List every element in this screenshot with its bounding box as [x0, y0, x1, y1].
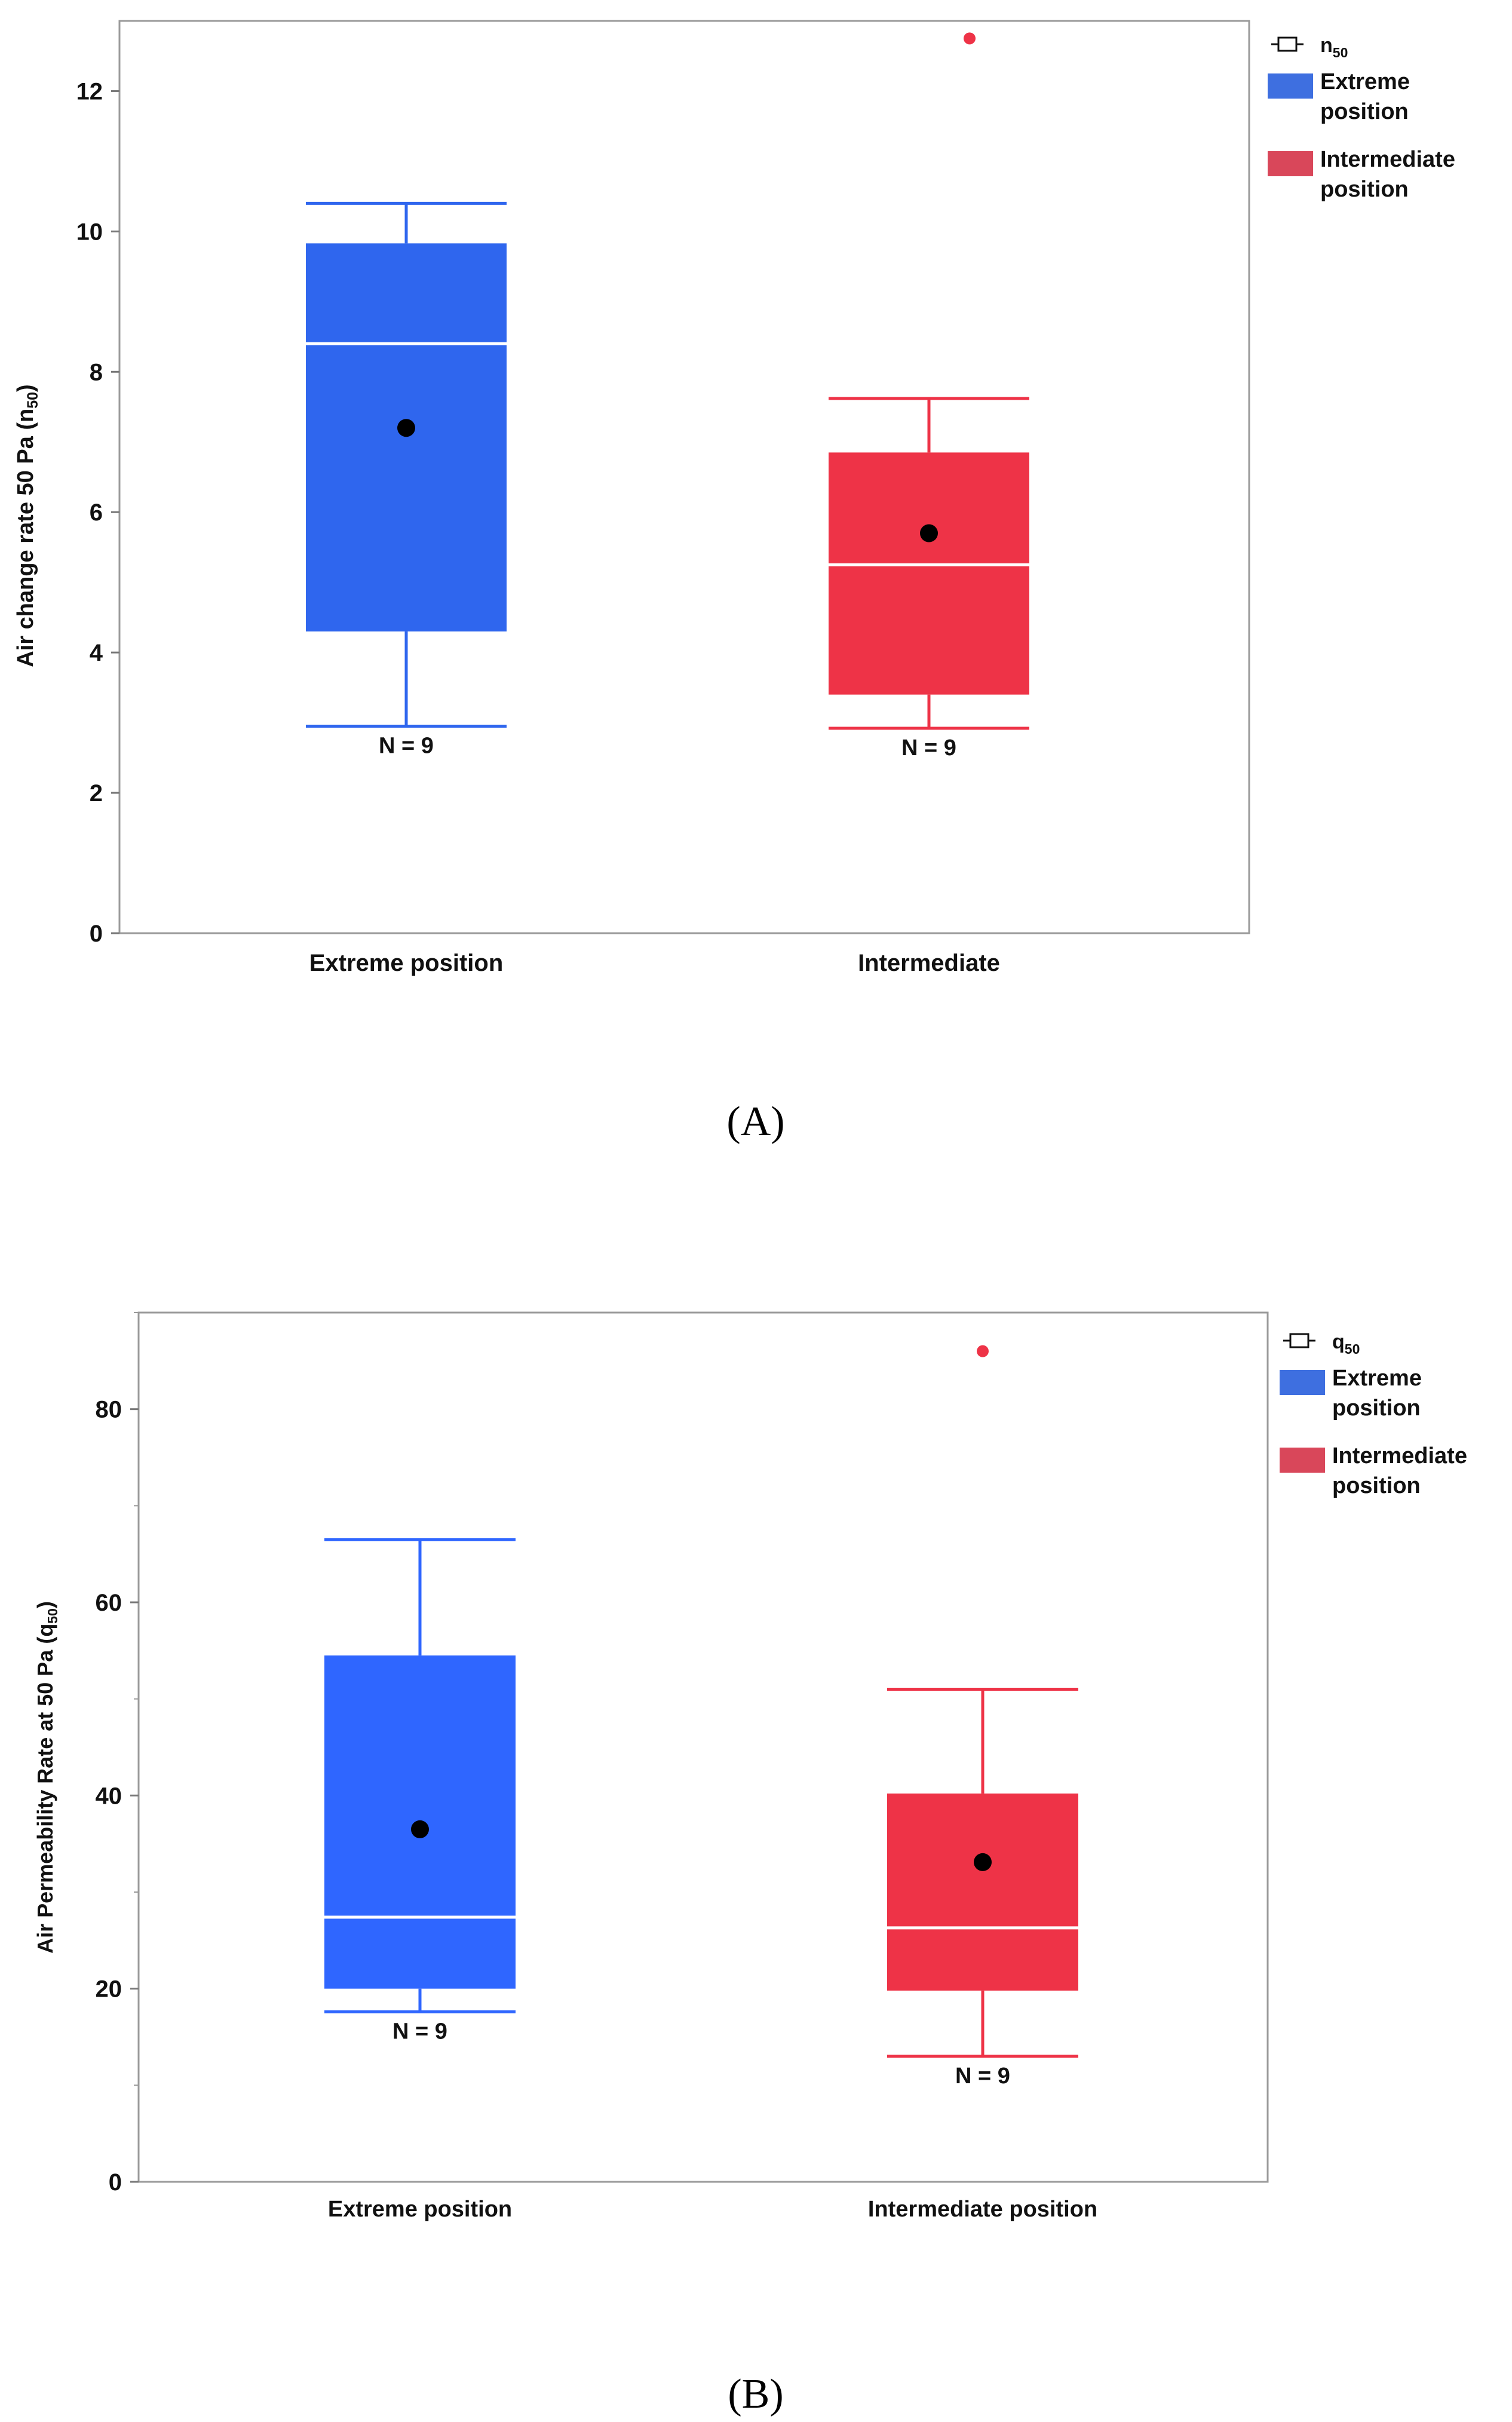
panel-a-legend-swatch-0 — [1268, 73, 1313, 99]
panel-b-y-tick-label-3: 60 — [96, 1590, 122, 1616]
panel-a-y-tick-label-6: 12 — [76, 78, 103, 105]
panel-a-x-category-label-0: Extreme position — [309, 950, 504, 976]
panel-a-legend-swatch-1 — [1268, 151, 1313, 176]
panel-b-plot-frame — [137, 1311, 1269, 2183]
panel-b-series-0-n-label: N = 9 — [392, 2019, 447, 2044]
panel-b-legend-label-0-line2: position — [1332, 1396, 1421, 1421]
panel-b-y-tick-label-1: 20 — [96, 1976, 122, 2003]
panel-a-series-0-iqr-box — [306, 243, 507, 631]
panel-a-y-tick-label-5: 10 — [76, 219, 103, 245]
panel-a-legend-label-0: Extreme — [1320, 69, 1410, 94]
panel-b-legend-swatch-1 — [1280, 1448, 1325, 1473]
panel-a-series-0-mean-marker — [397, 419, 415, 437]
panel-b-x-category-label-1: Intermediate position — [868, 2197, 1097, 2222]
panel-b-y-axis-label: Air Permeability Rate at 50 Pa (q50) — [33, 1601, 60, 1954]
panel-b-legend-boxplot-icon — [1289, 1333, 1309, 1348]
panel-a-series-1-iqr-box — [829, 452, 1029, 695]
panel-a-y-tick-label-0: 0 — [90, 921, 103, 947]
panel-b-legend-title: q50 — [1332, 1330, 1360, 1357]
panel-a-y-tick-label-2: 4 — [90, 640, 103, 666]
panel-b-series-0-mean-marker — [411, 1820, 429, 1838]
panel-b-y-tick-label-4: 80 — [96, 1397, 122, 1423]
panel-a-legend-boxplot-icon — [1277, 36, 1298, 52]
panel-b-legend-label-1-line2: position — [1332, 1473, 1421, 1498]
panel-a-series-1-mean-marker — [920, 524, 938, 542]
panel-a-series-1-n-label: N = 9 — [901, 735, 956, 761]
panel-b-y-tick-label-2: 40 — [96, 1783, 122, 1809]
panel-a-plot-frame — [118, 20, 1250, 934]
panel-a-x-category-label-1: Intermediate — [858, 950, 1000, 976]
panel-b-series-1-mean-marker — [974, 1853, 992, 1871]
panel-a-legend-label-0-line2: position — [1320, 99, 1409, 124]
panel-b-y-tick-label-0: 0 — [109, 2169, 122, 2196]
panel-a-legend-title: n50 — [1320, 34, 1348, 60]
panel-b-legend-label-1: Intermediate — [1332, 1443, 1467, 1468]
panel-b-label: (B) — [728, 2371, 783, 2417]
panel-b-series-1-n-label: N = 9 — [955, 2064, 1010, 2089]
panel-a-legend-label-1-line2: position — [1320, 177, 1409, 202]
panel-b-series-1-iqr-box — [887, 1793, 1078, 1991]
panel-a-y-tick-label-1: 2 — [90, 780, 103, 807]
panel-a-y-tick-label-4: 8 — [90, 359, 103, 385]
panel-b-legend-swatch-0 — [1280, 1370, 1325, 1395]
panel-a-series-1-outlier-0 — [964, 32, 976, 45]
panel-a-legend-label-1: Intermediate — [1320, 147, 1455, 172]
panel-a-label: (A) — [726, 1099, 784, 1145]
panel-b-legend-label-0: Extreme — [1332, 1366, 1422, 1391]
panel-a-y-tick-label-3: 6 — [90, 499, 103, 526]
panel-a-y-axis-label: Air change rate 50 Pa (n50) — [13, 384, 41, 667]
panel-a-series-0-n-label: N = 9 — [379, 733, 434, 758]
panel-b-series-1-outlier-0 — [977, 1345, 989, 1357]
panel-b-x-category-label-0: Extreme position — [328, 2197, 512, 2222]
